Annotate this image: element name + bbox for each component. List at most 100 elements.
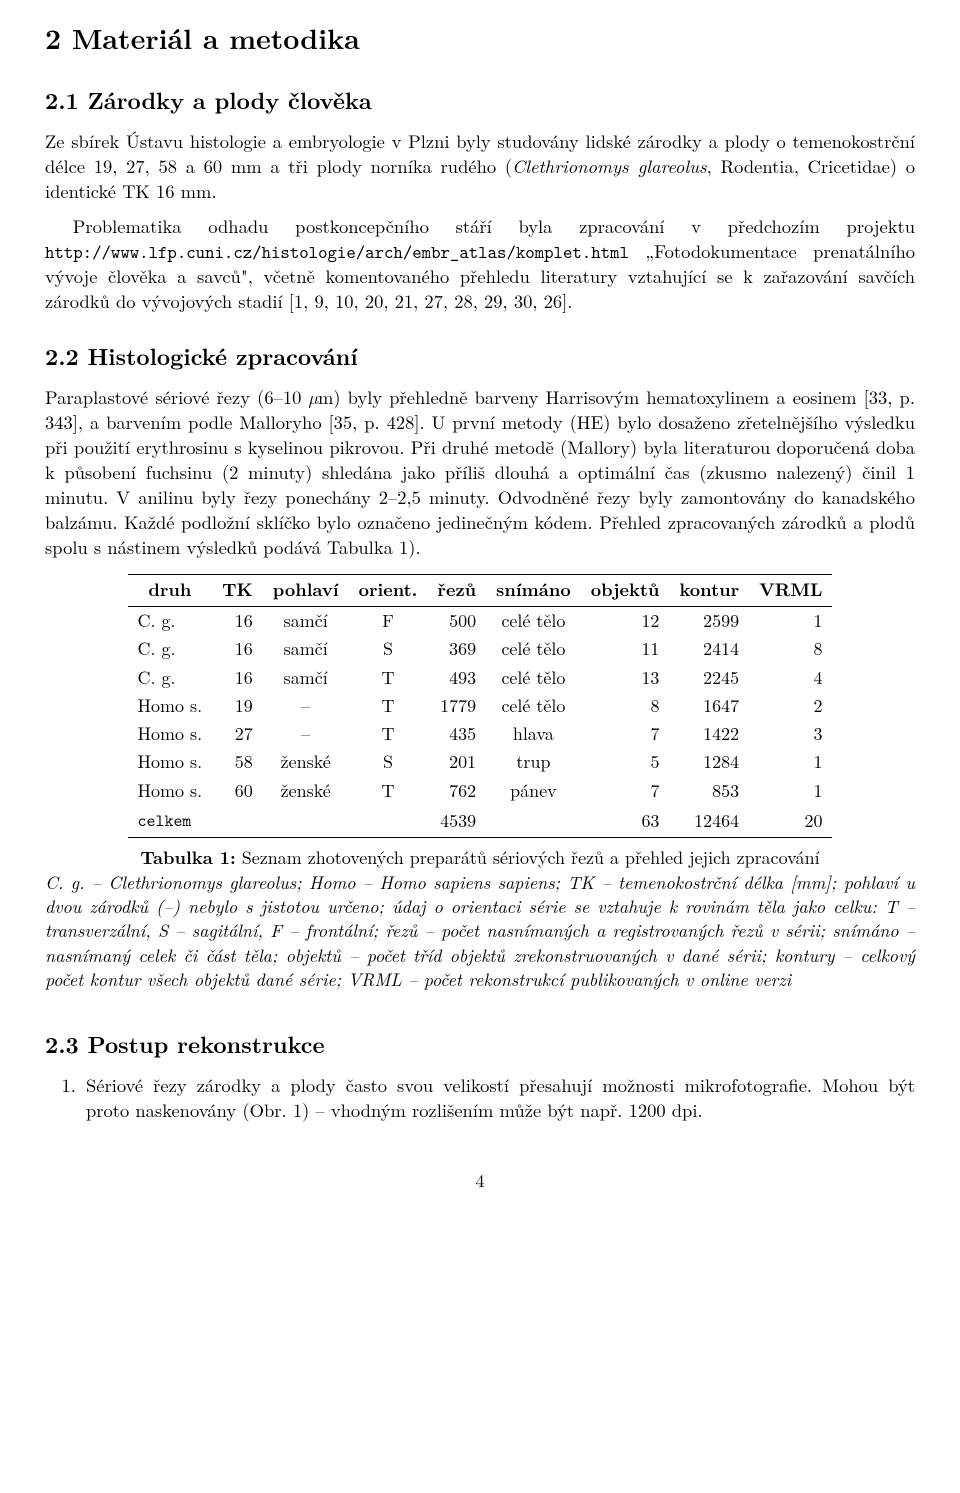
table-cell: 16 <box>212 664 263 692</box>
table-cell: 63 <box>581 805 670 838</box>
table-cell: 2 <box>749 692 832 720</box>
table-cell: 7 <box>581 777 670 805</box>
list-item: Sériové řezy zárodky a plody často svou … <box>82 1073 915 1123</box>
column-header: VRML <box>749 574 832 606</box>
table-row: Homo s.58ženskéS201trup512841 <box>128 748 833 776</box>
table-cell: 12464 <box>669 805 749 838</box>
table-cell: 201 <box>427 748 486 776</box>
table-cell: C. g. <box>128 664 213 692</box>
table-cell: 2245 <box>669 664 749 692</box>
table-cell: S <box>349 635 428 663</box>
paragraph-21-1: Ze sbírek Ústavu histologie a embryologi… <box>45 129 915 204</box>
table-cell: 1647 <box>669 692 749 720</box>
caption-body: C. g. – Clethrionomys glareolus; Homo – … <box>45 870 915 992</box>
table-cell: 1284 <box>669 748 749 776</box>
paragraph-22-1: Paraplastové sériové řezy (6–10 µm) byly… <box>45 385 915 560</box>
table-cell: 853 <box>669 777 749 805</box>
table-cell: 762 <box>427 777 486 805</box>
table-cell: 1779 <box>427 692 486 720</box>
column-header: TK <box>212 574 263 606</box>
table-cell: 1422 <box>669 720 749 748</box>
column-header: objektů <box>581 574 670 606</box>
table-cell <box>486 805 581 838</box>
table-cell: 12 <box>581 606 670 635</box>
table-cell: celé tělo <box>486 635 581 663</box>
table-cell: 435 <box>427 720 486 748</box>
section-heading: 2 Materiál a metodika <box>45 20 915 58</box>
table-cell: T <box>349 664 428 692</box>
table-cell: – <box>263 720 349 748</box>
table-cell: celé tělo <box>486 692 581 720</box>
table-cell <box>212 805 263 838</box>
table-1: druhTKpohlavíorient.řezůsnímánoobjektůko… <box>128 574 833 839</box>
table-1-caption: Tabulka 1: Seznam zhotovených preparátů … <box>45 846 915 992</box>
table-cell: 19 <box>212 692 263 720</box>
table-cell: 7 <box>581 720 670 748</box>
table-cell: 16 <box>212 606 263 635</box>
table-cell: 5 <box>581 748 670 776</box>
column-header: orient. <box>349 574 428 606</box>
column-header: snímáno <box>486 574 581 606</box>
subsection-22-heading: 2.2 Histologické zpracování <box>45 340 915 371</box>
table-cell: celkem <box>128 805 213 838</box>
table-cell: C. g. <box>128 635 213 663</box>
table-cell: Homo s. <box>128 720 213 748</box>
url-text: http://www.lfp.cuni.cz/histologie/arch/e… <box>45 240 629 264</box>
table-cell: samčí <box>263 606 349 635</box>
table-cell: 2599 <box>669 606 749 635</box>
text: Paraplastové sériové řezy (6–10 <box>45 384 308 410</box>
table-cell: 8 <box>581 692 670 720</box>
table-row: C. g.16samčíT493celé tělo1322454 <box>128 664 833 692</box>
table-cell: 8 <box>749 635 832 663</box>
table-cell: S <box>349 748 428 776</box>
table-row: Homo s.27–T435hlava714223 <box>128 720 833 748</box>
table-cell: T <box>349 692 428 720</box>
table-cell: samčí <box>263 635 349 663</box>
table-cell: celé tělo <box>486 606 581 635</box>
table-cell: 11 <box>581 635 670 663</box>
table-cell: 1 <box>749 748 832 776</box>
table-cell: 4539 <box>427 805 486 838</box>
table-cell: celé tělo <box>486 664 581 692</box>
table-cell: C. g. <box>128 606 213 635</box>
table-cell: trup <box>486 748 581 776</box>
caption-lead: Seznam zhotovených preparátů sériových ř… <box>236 845 820 870</box>
table-cell: ženské <box>263 777 349 805</box>
table-cell: Homo s. <box>128 748 213 776</box>
table-cell: 500 <box>427 606 486 635</box>
paragraph-21-2: Problematika odhadu postkoncepčního stář… <box>45 214 915 314</box>
species-name: Clethrionomys glareolus <box>512 153 707 179</box>
table-cell: 1 <box>749 606 832 635</box>
column-header: druh <box>128 574 213 606</box>
table-cell: F <box>349 606 428 635</box>
table-cell: T <box>349 777 428 805</box>
table-cell: Homo s. <box>128 777 213 805</box>
table-cell: 4 <box>749 664 832 692</box>
table-cell: T <box>349 720 428 748</box>
table-total-row: celkem 4539 631246420 <box>128 805 833 838</box>
table-cell: 3 <box>749 720 832 748</box>
table-cell: Homo s. <box>128 692 213 720</box>
table-cell: hlava <box>486 720 581 748</box>
table-cell: 60 <box>212 777 263 805</box>
mu-symbol: µ <box>308 384 317 410</box>
text: Problematika odhadu postkoncepčního stář… <box>73 213 915 239</box>
table-cell: ženské <box>263 748 349 776</box>
table-cell: pánev <box>486 777 581 805</box>
table-cell: 369 <box>427 635 486 663</box>
table-cell: 58 <box>212 748 263 776</box>
column-header: kontur <box>669 574 749 606</box>
column-header: řezů <box>427 574 486 606</box>
table-cell: 27 <box>212 720 263 748</box>
table-cell <box>349 805 428 838</box>
procedure-list: Sériové řezy zárodky a plody často svou … <box>45 1073 915 1123</box>
table-row: Homo s.60ženskéT762pánev78531 <box>128 777 833 805</box>
table-cell: 20 <box>749 805 832 838</box>
table-row: C. g.16samčíF500celé tělo1225991 <box>128 606 833 635</box>
table-row: C. g.16samčíS369celé tělo1124148 <box>128 635 833 663</box>
table-cell: 13 <box>581 664 670 692</box>
caption-label: Tabulka 1: <box>140 845 235 870</box>
table-cell: – <box>263 692 349 720</box>
table-cell: 1 <box>749 777 832 805</box>
column-header: pohlaví <box>263 574 349 606</box>
